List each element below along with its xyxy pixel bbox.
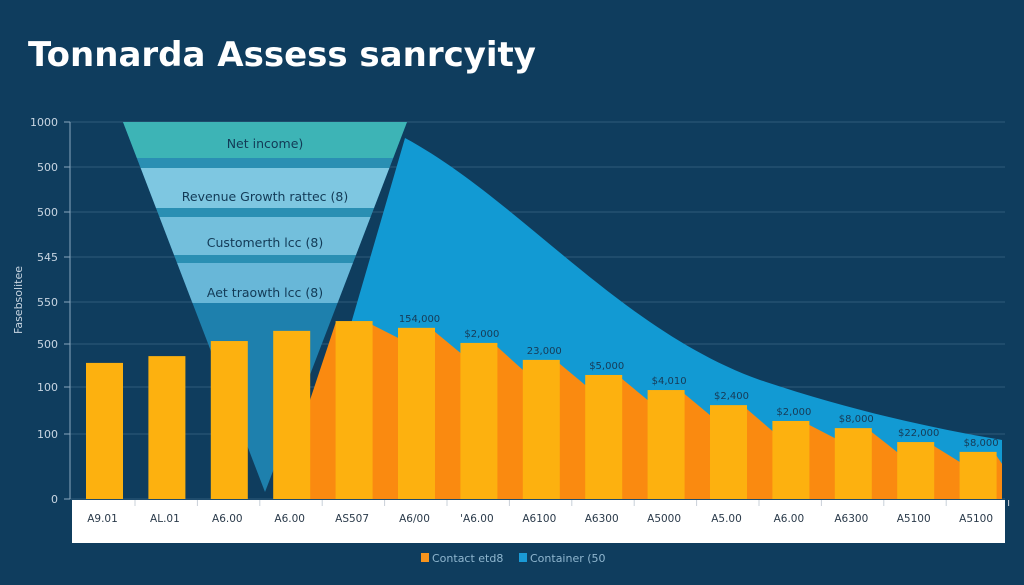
y-tick-label: 0	[51, 493, 58, 506]
y-tick-label: 500	[37, 161, 58, 174]
x-tick-label: 'A6.00	[460, 513, 493, 525]
funnel-label: Aet traowth lcc (8)	[207, 285, 323, 300]
bar	[772, 420, 810, 499]
data-label: 23,000	[527, 346, 562, 357]
legend-label: Contact etd8	[432, 552, 503, 565]
x-tick-label: A5000	[647, 513, 681, 525]
y-tick-label: 1000	[30, 116, 58, 129]
bars	[86, 321, 997, 499]
data-label: $5,000	[589, 361, 624, 372]
x-tick-label: AL.01	[150, 513, 180, 525]
data-labels: 154,000 $2,000 23,000 $5,000 $4,010 $2,400 $2,…	[399, 314, 999, 449]
bar	[522, 359, 560, 499]
bar	[148, 356, 186, 499]
bar	[273, 330, 311, 499]
funnel-band	[123, 208, 407, 217]
data-label: $2,400	[714, 391, 749, 402]
legend-swatch	[519, 553, 527, 562]
y-tick-label: 100	[37, 381, 58, 394]
bar	[398, 327, 435, 499]
data-label: $4,010	[652, 376, 687, 387]
bar	[585, 374, 623, 499]
data-label: 154,000	[399, 314, 440, 325]
bar	[834, 428, 872, 499]
y-tick-label: 550	[37, 296, 58, 309]
x-tick-label: A9.01	[87, 513, 118, 525]
x-tick-label: A6300	[585, 513, 619, 525]
x-axis: A9.01 AL.01 A6.00 A6.00 AS507 A6/00 'A6.00 A610…	[87, 500, 1010, 525]
bar	[86, 362, 123, 499]
funnel-label: Revenue Growth rattec (8)	[182, 189, 348, 204]
bar	[897, 442, 935, 499]
funnel-band	[123, 122, 407, 158]
x-tick-label: A5.00	[711, 513, 742, 525]
funnel-band	[123, 255, 407, 263]
funnel-labels: Net income) Revenue Growth rattec (8) Cust…	[182, 136, 348, 300]
data-label: $8,000	[839, 414, 874, 425]
x-tick-label: A6300	[834, 513, 868, 525]
y-tick-label: 545	[37, 251, 58, 264]
x-tick-label: A5100	[959, 513, 993, 525]
data-label: $2,000	[464, 329, 499, 340]
funnel-band	[123, 168, 407, 208]
legend-swatch	[421, 553, 429, 562]
bar	[959, 451, 997, 499]
bar	[460, 342, 498, 499]
bar	[647, 390, 685, 499]
bar	[710, 405, 747, 499]
x-tick-label: A6100	[522, 513, 556, 525]
chart-title: Tonnarda Assess sanrcyity	[28, 35, 536, 75]
funnel-band	[123, 158, 407, 168]
legend-label: Container (50	[530, 552, 606, 565]
x-axis-panel	[72, 500, 1005, 543]
bar	[335, 321, 373, 499]
y-tick-label: 100	[37, 428, 58, 441]
legend: Contact etd8 Container (50	[421, 552, 606, 565]
y-tick-label: 500	[37, 206, 58, 219]
x-tick-label: A5100	[897, 513, 931, 525]
x-tick-label: A6/00	[399, 513, 430, 525]
data-label: $2,000	[776, 407, 811, 418]
x-tick-label: A6.00	[274, 513, 305, 525]
x-tick-label: AS507	[335, 513, 369, 525]
bar	[210, 341, 248, 499]
funnel-label: Customerth lcc (8)	[207, 235, 323, 250]
x-tick-label: A6.00	[774, 513, 805, 525]
data-label: $22,000	[898, 428, 939, 439]
x-tick-label: A6.00	[212, 513, 243, 525]
data-label: $8,000	[964, 438, 999, 449]
y-axis-label: Fasebsolitee	[12, 266, 25, 334]
funnel-label: Net income)	[227, 136, 304, 151]
y-tick-label: 500	[37, 338, 58, 351]
